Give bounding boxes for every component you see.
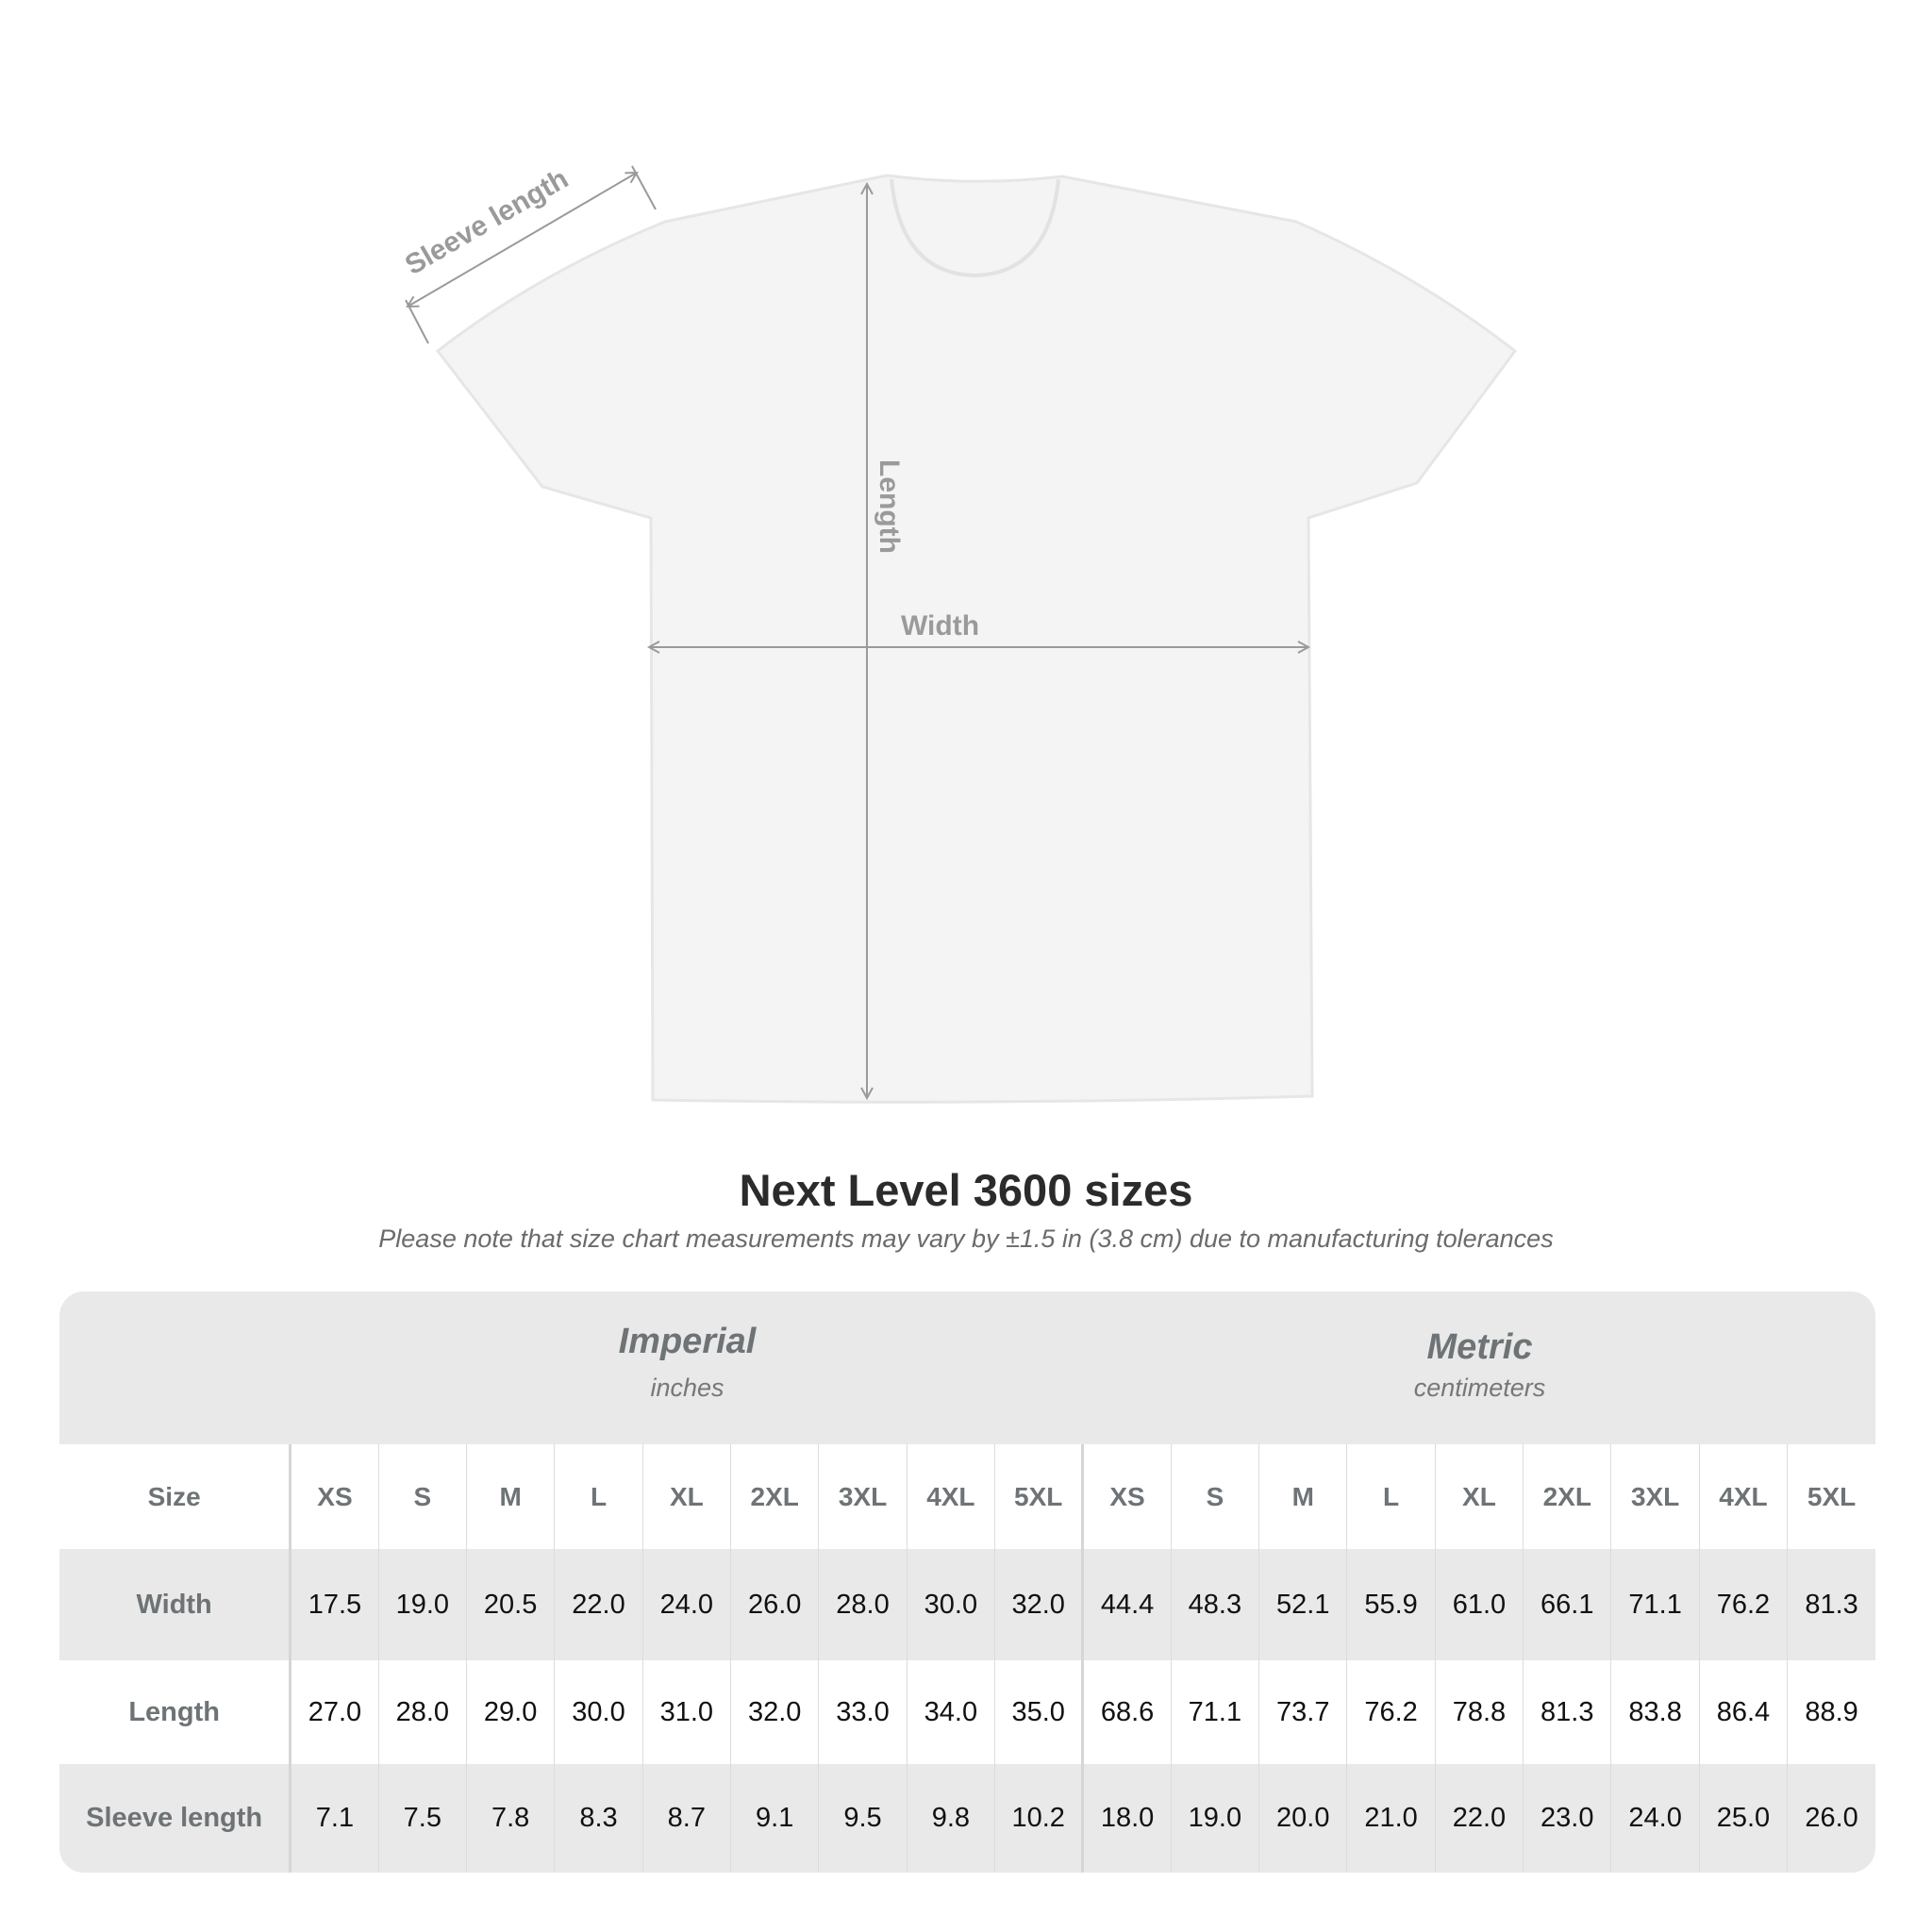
metric-cell: 18.0 (1081, 1764, 1172, 1873)
size-row: Size XS S M L XL 2XL 3XL 4XL 5XL XS S M L XL 2XL 3XL 4XL 5… (59, 1444, 1875, 1549)
metric-cell: 48.3 (1170, 1549, 1259, 1660)
imperial-cell: 8.3 (554, 1764, 643, 1873)
metric-cell: 83.8 (1610, 1660, 1700, 1764)
imperial-cell: 9.1 (730, 1764, 819, 1873)
imperial-cell: 10.2 (994, 1764, 1083, 1873)
metric-cell: 26.0 (1787, 1764, 1875, 1873)
sleeve-tick (631, 165, 657, 210)
row-label: Length (59, 1660, 292, 1764)
imperial-cell: 20.5 (465, 1549, 555, 1660)
imperial-cell: 30.0 (554, 1660, 643, 1764)
size-grid: Size XS S M L XL 2XL 3XL 4XL 5XL XS S M L XL 2XL 3XL 4XL 5… (59, 1444, 1875, 1873)
metric-cell: 78.8 (1434, 1660, 1524, 1764)
imperial-cell: 7.1 (290, 1764, 379, 1873)
metric-cell: 21.0 (1346, 1764, 1436, 1873)
imperial-header: Imperial inches (291, 1291, 1084, 1444)
imperial-cell: 9.8 (906, 1764, 995, 1873)
metric-cell: 88.9 (1787, 1660, 1875, 1764)
metric-cell: 52.1 (1258, 1549, 1347, 1660)
metric-header: Metric centimeters (1084, 1291, 1875, 1444)
imperial-cell: 7.8 (465, 1764, 555, 1873)
size-header-metric-4xl: 4XL (1698, 1444, 1788, 1549)
metric-cell: 19.0 (1170, 1764, 1259, 1873)
tshirt-image (435, 174, 1518, 1104)
metric-cell: 71.1 (1170, 1660, 1259, 1764)
metric-cell: 73.7 (1258, 1660, 1347, 1764)
metric-cell: 81.3 (1523, 1660, 1611, 1764)
metric-cell: 61.0 (1434, 1549, 1524, 1660)
imperial-cell: 35.0 (994, 1660, 1083, 1764)
metric-cell: 76.2 (1698, 1549, 1788, 1660)
length-label: Length (874, 459, 905, 554)
page-title: Next Level 3600 sizes (739, 1165, 1193, 1215)
size-header-metric-l: L (1346, 1444, 1436, 1549)
imperial-cell: 26.0 (730, 1549, 819, 1660)
table-row: Sleeve length 7.1 7.5 7.8 8.3 8.7 9.1 9.5 9.8 10.… (59, 1764, 1875, 1873)
sleeve-arrow (408, 173, 637, 307)
metric-cell: 23.0 (1523, 1764, 1611, 1873)
imperial-cell: 8.7 (641, 1764, 731, 1873)
metric-cell: 81.3 (1787, 1549, 1875, 1660)
metric-cell: 76.2 (1346, 1660, 1436, 1764)
imperial-cell: 24.0 (641, 1549, 731, 1660)
size-header-imperial-s: S (377, 1444, 467, 1549)
collar (890, 178, 1060, 278)
tolerance-note: Please note that size chart measurements… (378, 1224, 1554, 1253)
width-label: Width (901, 610, 979, 641)
tshirt-diagram: Sleeve length Length Width (400, 163, 1518, 1104)
size-header-imperial-3xl: 3XL (818, 1444, 908, 1549)
imperial-cell: 27.0 (290, 1660, 379, 1764)
size-header-metric-3xl: 3XL (1610, 1444, 1700, 1549)
size-header-imperial-m: M (465, 1444, 555, 1549)
imperial-cell: 9.5 (818, 1764, 908, 1873)
row-label: Width (59, 1549, 292, 1660)
size-header-imperial-4xl: 4XL (906, 1444, 995, 1549)
size-header-imperial-xs: XS (290, 1444, 379, 1549)
imperial-cell: 7.5 (377, 1764, 467, 1873)
row-label: Sleeve length (59, 1764, 292, 1873)
imperial-cell: 33.0 (818, 1660, 908, 1764)
imperial-cell: 29.0 (465, 1660, 555, 1764)
imperial-cell: 17.5 (290, 1549, 379, 1660)
sleeve-length-label: Sleeve length (400, 163, 574, 281)
imperial-cell: 32.0 (730, 1660, 819, 1764)
size-header-metric-xs: XS (1081, 1444, 1172, 1549)
size-table: Imperial inches Metric centimeters Size X… (59, 1291, 1875, 1873)
size-header-metric-m: M (1258, 1444, 1347, 1549)
size-header-imperial-5xl: 5XL (994, 1444, 1083, 1549)
metric-cell: 20.0 (1258, 1764, 1347, 1873)
imperial-cell: 28.0 (818, 1549, 908, 1660)
imperial-cell: 28.0 (377, 1660, 467, 1764)
size-header-imperial-l: L (554, 1444, 643, 1549)
sleeve-tick (405, 299, 429, 344)
size-header-metric-5xl: 5XL (1787, 1444, 1875, 1549)
metric-cell: 22.0 (1434, 1764, 1524, 1873)
metric-cell: 71.1 (1610, 1549, 1700, 1660)
size-header-metric-s: S (1170, 1444, 1259, 1549)
size-header-imperial-xl: XL (641, 1444, 731, 1549)
imperial-cell: 22.0 (554, 1549, 643, 1660)
imperial-label: Imperial (618, 1322, 757, 1361)
imperial-cell: 31.0 (641, 1660, 731, 1764)
metric-label: Metric (1426, 1327, 1533, 1367)
metric-unit: centimeters (1413, 1374, 1546, 1402)
imperial-cell: 32.0 (994, 1549, 1083, 1660)
metric-cell: 86.4 (1698, 1660, 1788, 1764)
size-header-imperial-2xl: 2XL (730, 1444, 819, 1549)
imperial-cell: 19.0 (377, 1549, 467, 1660)
size-header-label: Size (59, 1444, 292, 1549)
metric-cell: 25.0 (1698, 1764, 1788, 1873)
metric-cell: 55.9 (1346, 1549, 1436, 1660)
metric-cell: 66.1 (1523, 1549, 1611, 1660)
metric-cell: 44.4 (1081, 1549, 1172, 1660)
size-header-metric-xl: XL (1434, 1444, 1524, 1549)
imperial-cell: 30.0 (906, 1549, 995, 1660)
metric-cell: 24.0 (1610, 1764, 1700, 1873)
imperial-cell: 34.0 (906, 1660, 995, 1764)
size-header-metric-2xl: 2XL (1523, 1444, 1611, 1549)
imperial-unit: inches (650, 1374, 724, 1402)
table-row: Length 27.0 28.0 29.0 30.0 31.0 32.0 33.0 34.0 35… (59, 1660, 1875, 1764)
table-row: Width 17.5 19.0 20.5 22.0 24.0 26.0 28.0 30.0 32.… (59, 1549, 1875, 1660)
metric-cell: 68.6 (1081, 1660, 1172, 1764)
